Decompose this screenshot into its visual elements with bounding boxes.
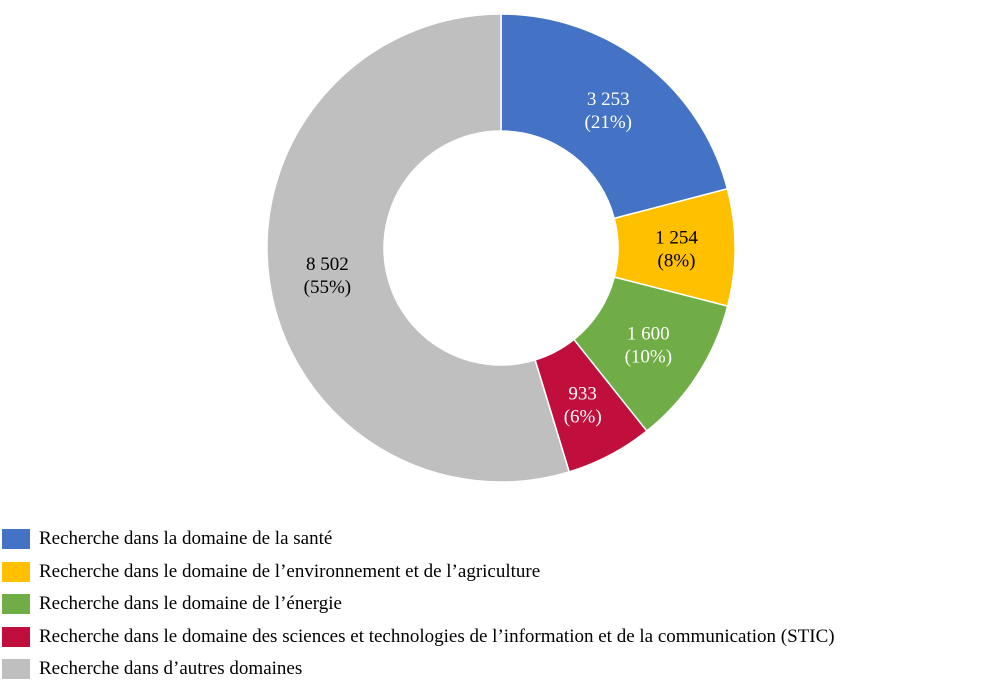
legend-swatch	[2, 626, 30, 647]
legend-label: Recherche dans la domaine de la santé	[39, 528, 333, 550]
chart-legend: Recherche dans la domaine de la santé Rec…	[2, 523, 1002, 686]
slice-data-label-1: 3 253 (21%)	[585, 89, 632, 133]
slice-percent-label: (8%)	[658, 251, 696, 272]
slice-percent-label: (6%)	[564, 406, 602, 427]
legend-label: Recherche dans le domaine des sciences e…	[39, 625, 835, 647]
donut-chart-svg: 3 253 (21%) 1 254 (8%) 1 600 (10%) 933 (6%) 8 50…	[266, 13, 736, 483]
slice-data-label-4: 933 (6%)	[564, 383, 602, 427]
slice-value-label: 1 254	[655, 228, 698, 249]
slice-percent-label: (55%)	[304, 277, 351, 298]
legend-item-5: Recherche dans d’autres domaines	[2, 653, 1002, 686]
slice-value-label: 8 502	[306, 254, 349, 275]
legend-swatch	[2, 594, 30, 615]
donut-slice-5	[266, 13, 571, 483]
slice-data-label-5: 8 502 (55%)	[304, 254, 351, 298]
legend-label: Recherche dans le domaine de l’environne…	[39, 560, 541, 582]
legend-item-2: Recherche dans le domaine de l’environne…	[2, 556, 1002, 589]
slice-value-label: 1 600	[627, 323, 670, 344]
legend-item-1: Recherche dans la domaine de la santé	[2, 523, 1002, 556]
legend-item-4: Recherche dans le domaine des sciences e…	[2, 621, 1002, 654]
legend-item-3: Recherche dans le domaine de l’énergie	[2, 588, 1002, 621]
slice-value-label: 3 253	[587, 89, 630, 110]
slice-data-label-3: 1 600 (10%)	[625, 323, 672, 367]
slice-percent-label: (21%)	[585, 112, 632, 133]
legend-swatch	[2, 659, 30, 680]
donut-slice-1	[500, 13, 729, 220]
donut-chart: 3 253 (21%) 1 254 (8%) 1 600 (10%) 933 (6%) 8 50…	[266, 13, 736, 483]
legend-swatch	[2, 529, 30, 550]
slice-value-label: 933	[568, 383, 597, 404]
legend-label: Recherche dans d’autres domaines	[39, 658, 303, 680]
legend-label: Recherche dans le domaine de l’énergie	[39, 593, 342, 615]
slice-data-label-2: 1 254 (8%)	[655, 228, 698, 272]
slice-percent-label: (10%)	[625, 346, 672, 367]
legend-swatch	[2, 561, 30, 582]
